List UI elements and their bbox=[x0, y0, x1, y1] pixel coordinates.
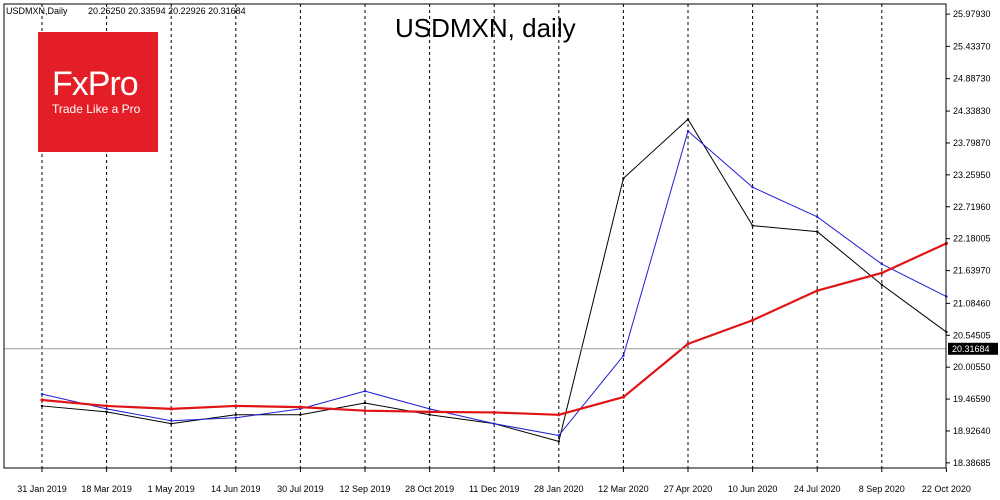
y-tick-label: 18.38685 bbox=[953, 458, 991, 468]
data-point bbox=[751, 318, 755, 322]
y-tick-label: 20.00550 bbox=[953, 362, 991, 372]
data-point bbox=[363, 401, 367, 405]
data-point bbox=[105, 407, 108, 411]
data-point bbox=[622, 177, 625, 180]
data-point bbox=[363, 409, 367, 413]
x-tick-label: 22 Oct 2020 bbox=[922, 484, 971, 494]
data-point bbox=[557, 434, 560, 437]
data-point bbox=[557, 440, 560, 443]
current-price-label: 20.31684 bbox=[948, 342, 998, 355]
data-point bbox=[40, 404, 44, 408]
y-tick-label: 25.97930 bbox=[953, 9, 991, 19]
data-point bbox=[751, 224, 754, 227]
y-tick-label: 22.18005 bbox=[953, 234, 991, 244]
data-point bbox=[299, 413, 302, 417]
chart-header-ohlc: 20.26250 20.33594 20.22926 20.31684 bbox=[88, 6, 246, 16]
y-tick-label: 24.33830 bbox=[953, 106, 991, 116]
y-tick-label: 25.43370 bbox=[953, 41, 991, 51]
y-axis: 25.97930 25.43370 24.88730 24.33830 23.79870… bbox=[946, 9, 991, 468]
data-point bbox=[40, 398, 44, 402]
y-tick-label: 21.63970 bbox=[953, 266, 991, 276]
data-point bbox=[686, 342, 690, 346]
current-price-text: 20.31684 bbox=[952, 344, 990, 354]
y-tick-label: 19.46590 bbox=[953, 394, 991, 404]
fxpro-logo: FxPro Trade Like a Pro bbox=[38, 32, 158, 152]
x-tick-label: 12 Sep 2019 bbox=[339, 484, 390, 494]
logo-brand: FxPro bbox=[52, 65, 138, 103]
data-point bbox=[815, 289, 819, 293]
y-tick-label: 22.71960 bbox=[953, 202, 991, 212]
y-tick-label: 23.79870 bbox=[953, 138, 991, 148]
data-point bbox=[169, 407, 173, 411]
data-point bbox=[686, 129, 690, 133]
x-tick-label: 24 Jul 2020 bbox=[794, 484, 841, 494]
x-tick-label: 31 Jan 2019 bbox=[17, 484, 67, 494]
chart-header-symbol: USDMXN,Daily bbox=[6, 6, 68, 16]
y-tick-label: 24.88730 bbox=[953, 74, 991, 84]
data-point bbox=[428, 407, 431, 411]
y-tick-label: 23.25950 bbox=[953, 170, 991, 180]
data-point bbox=[234, 416, 237, 419]
data-point bbox=[234, 404, 238, 408]
x-tick-label: 12 Mar 2020 bbox=[598, 484, 649, 494]
x-tick-label: 28 Oct 2019 bbox=[405, 484, 454, 494]
x-tick-label: 1 May 2019 bbox=[148, 484, 195, 494]
data-point bbox=[751, 186, 754, 189]
y-tick-label: 18.92640 bbox=[953, 426, 991, 436]
x-tick-label: 11 Dec 2019 bbox=[469, 484, 519, 494]
x-tick-label: 8 Sep 2020 bbox=[859, 484, 905, 494]
data-point bbox=[363, 389, 367, 393]
data-point bbox=[621, 395, 626, 399]
data-point bbox=[170, 422, 173, 425]
data-point bbox=[880, 262, 883, 266]
data-point bbox=[428, 413, 431, 417]
data-point bbox=[622, 354, 625, 357]
y-tick-label: 20.54505 bbox=[953, 330, 991, 340]
data-point bbox=[105, 404, 109, 408]
data-point bbox=[880, 283, 883, 286]
data-point bbox=[493, 422, 496, 425]
data-point bbox=[298, 405, 302, 409]
y-tick-label: 21.08460 bbox=[953, 298, 991, 308]
data-point bbox=[40, 392, 44, 396]
x-tick-label: 10 Jun 2020 bbox=[728, 484, 778, 494]
data-point bbox=[557, 413, 561, 417]
data-point bbox=[880, 271, 884, 275]
x-tick-label: 18 Mar 2019 bbox=[81, 484, 132, 494]
plot-frame bbox=[3, 3, 947, 469]
logo-background bbox=[38, 32, 158, 152]
data-point bbox=[105, 410, 108, 414]
data-point bbox=[492, 410, 496, 415]
vertical-gridlines bbox=[41, 4, 883, 468]
x-tick-label: 14 Jun 2019 bbox=[211, 484, 261, 494]
chart-title: USDMXN, daily bbox=[395, 13, 576, 43]
data-point bbox=[428, 410, 432, 414]
x-axis: 31 Jan 2019 18 Mar 2019 1 May 2019 14 Jun 2… bbox=[17, 468, 971, 494]
series-layer bbox=[40, 118, 949, 443]
data-point bbox=[816, 215, 819, 218]
x-tick-label: 27 Apr 2020 bbox=[664, 484, 713, 494]
data-point bbox=[816, 230, 819, 233]
data-point bbox=[170, 419, 173, 422]
x-tick-label: 30 Jul 2019 bbox=[277, 484, 324, 494]
logo-tagline: Trade Like a Pro bbox=[52, 102, 141, 116]
data-point bbox=[234, 413, 237, 417]
data-point bbox=[686, 118, 690, 121]
current-price-label-background bbox=[948, 342, 998, 355]
x-tick-label: 28 Jan 2020 bbox=[534, 484, 584, 494]
